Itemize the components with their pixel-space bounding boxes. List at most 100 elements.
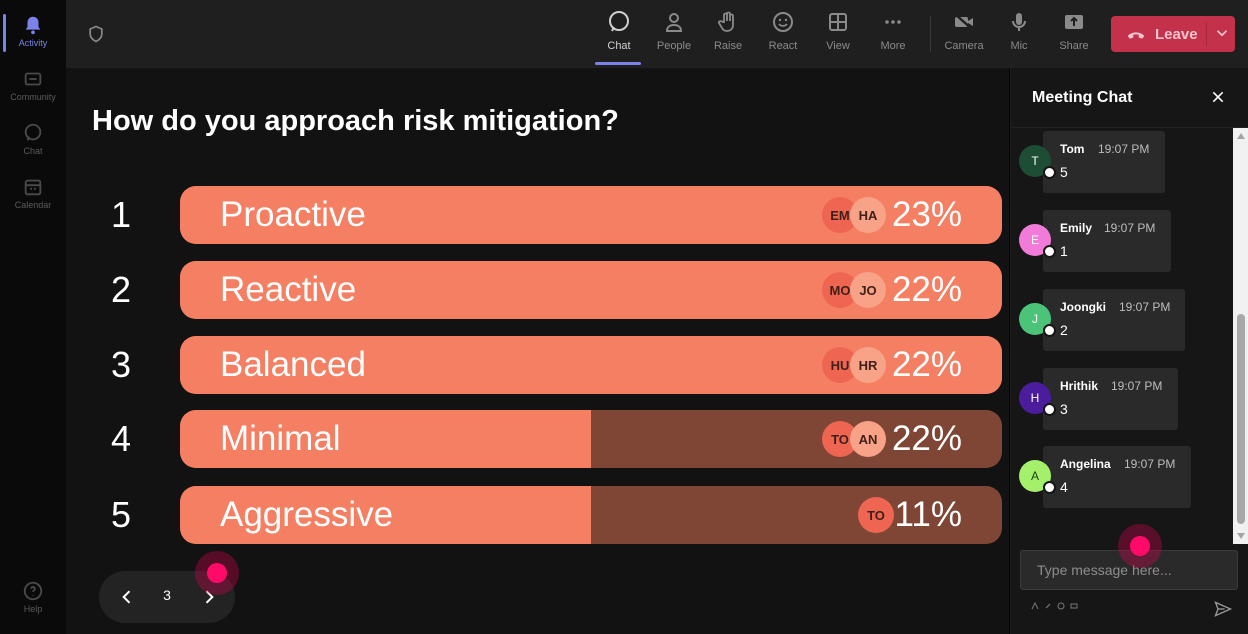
- poll-option-row: 4 Minimal TO AN 22%: [66, 410, 1009, 468]
- toolbar-label: Share: [1059, 40, 1089, 52]
- rail-item-label: Help: [23, 604, 43, 614]
- poll-option-bar: Balanced HU HR 22%: [180, 336, 1002, 394]
- scroll-thumb[interactable]: [1237, 314, 1245, 524]
- rail-item-label: Calendar: [14, 200, 52, 210]
- emoji-icon[interactable]: [1057, 602, 1065, 610]
- poll-option-percent: 22%: [891, 345, 962, 384]
- toolbar-label: Chat: [607, 40, 631, 52]
- poll-option-row: 3 Balanced HU HR 22%: [66, 336, 1009, 394]
- poll-results-panel: How do you approach risk mitigation? 1 Pr…: [66, 69, 1009, 634]
- voter-avatar[interactable]: HA: [850, 197, 886, 233]
- leave-button[interactable]: Leave: [1111, 16, 1235, 52]
- toolbar-react-button[interactable]: React: [757, 10, 809, 60]
- message-bubble: Joongki 19:07 PM 2: [1043, 289, 1185, 351]
- mic-icon: [1012, 13, 1026, 31]
- chat-title: Meeting Chat: [1032, 89, 1133, 106]
- toolbar-people-button[interactable]: People: [648, 10, 700, 60]
- chat-header-divider: [1011, 127, 1248, 128]
- message-time: 19:07 PM: [1124, 457, 1176, 471]
- message-text: 5: [1060, 164, 1068, 180]
- chat-message-input[interactable]: Type message here...: [1020, 550, 1238, 590]
- voter-avatar[interactable]: AN: [850, 421, 886, 457]
- attach-icon[interactable]: [1044, 602, 1052, 610]
- poll-option-bar: Proactive EM HA 23%: [180, 186, 1002, 244]
- toolbar-camera-button[interactable]: Camera: [938, 10, 990, 60]
- message-text: 1: [1060, 243, 1068, 259]
- message-bubble: Emily 19:07 PM 1: [1043, 210, 1171, 272]
- format-icon[interactable]: [1031, 602, 1039, 610]
- scroll-down-arrow[interactable]: [1237, 533, 1245, 539]
- shield-icon[interactable]: [86, 24, 106, 44]
- poll-option-label: Aggressive: [220, 495, 394, 534]
- presence-status-icon: [1043, 166, 1056, 179]
- rail-item-help[interactable]: Help: [0, 574, 66, 622]
- poll-option-row: 5 Aggressive TO 11%: [66, 486, 1009, 544]
- leave-separator: [1206, 22, 1207, 46]
- chat-icon: [24, 123, 42, 141]
- share-icon: [1065, 15, 1083, 29]
- toolbar-share-button[interactable]: Share: [1048, 10, 1100, 60]
- poll-option-percent: 11%: [894, 495, 962, 534]
- voter-avatar[interactable]: TO: [822, 421, 858, 457]
- poll-option-rank: 1: [110, 194, 132, 235]
- meeting-chat-panel: Meeting Chat Tom 19:07 PM 5 T Emily 19:07 PM 1…: [1010, 69, 1248, 634]
- poll-option-percent: 22%: [891, 270, 962, 309]
- voter-avatar[interactable]: JO: [850, 272, 886, 308]
- rail-item-activity[interactable]: Activity: [0, 8, 66, 56]
- toolbar-more-button[interactable]: More: [867, 10, 919, 60]
- previous-slide-button[interactable]: [115, 585, 139, 609]
- chat-scrollbar[interactable]: [1233, 128, 1248, 544]
- voter-avatar[interactable]: HR: [850, 347, 886, 383]
- message-sender: Joongki: [1060, 300, 1107, 314]
- message-text: 3: [1060, 401, 1068, 417]
- poll-option-bar: Minimal TO AN 22%: [180, 410, 1002, 468]
- rail-item-community[interactable]: Community: [0, 62, 66, 110]
- poll-option-percent: 22%: [891, 419, 962, 458]
- message-time: 19:07 PM: [1119, 300, 1171, 314]
- voter-avatar[interactable]: HU: [822, 347, 858, 383]
- toolbar-label: People: [656, 40, 692, 52]
- poll-option-row: 2 Reactive MO JO 22%: [66, 261, 1009, 319]
- toolbar-raise-button[interactable]: Raise: [702, 10, 754, 60]
- chevron-down-icon[interactable]: [1213, 24, 1231, 42]
- chevron-right-icon: [205, 590, 214, 604]
- message-text: 4: [1060, 479, 1068, 495]
- poll-option-rank: 2: [110, 269, 132, 310]
- poll-option-row: 1 Proactive EM HA 23%: [66, 186, 1009, 244]
- voter-avatar[interactable]: TO: [858, 497, 894, 533]
- slide-number: 3: [163, 587, 171, 603]
- presence-status-icon: [1043, 324, 1056, 337]
- toolbar-label: More: [880, 40, 906, 52]
- toolbar-chat-button[interactable]: Chat: [593, 10, 645, 65]
- hang-up-icon: [1127, 32, 1145, 39]
- scroll-up-arrow[interactable]: [1237, 133, 1245, 139]
- gif-icon[interactable]: [1070, 602, 1078, 610]
- toolbar-label: Mic: [1010, 40, 1028, 52]
- message-text: 2: [1060, 322, 1068, 338]
- message-sender: Hrithik: [1060, 379, 1099, 393]
- pointer-indicator: [1118, 524, 1162, 568]
- poll-option-label: Reactive: [220, 270, 357, 309]
- bell-icon: [25, 16, 41, 35]
- send-icon[interactable]: [1213, 599, 1233, 619]
- close-icon[interactable]: [1210, 89, 1226, 105]
- rail-item-label: Chat: [23, 146, 43, 156]
- chevron-left-icon: [122, 590, 131, 604]
- toolbar-label: React: [768, 40, 798, 52]
- message-time: 19:07 PM: [1111, 379, 1163, 393]
- message-time: 19:07 PM: [1098, 142, 1150, 156]
- poll-option-bar: Aggressive TO 11%: [180, 486, 1002, 544]
- calendar-icon: [24, 179, 42, 196]
- message-sender: Angelina: [1060, 457, 1111, 471]
- next-slide-button[interactable]: [197, 585, 221, 609]
- pointer-indicator: [195, 551, 239, 595]
- toolbar-view-button[interactable]: View: [812, 10, 864, 60]
- camera-off-icon: [954, 13, 974, 31]
- rail-item-chat[interactable]: Chat: [0, 116, 66, 164]
- people-icon: [665, 13, 683, 32]
- toolbar-divider: [930, 16, 931, 52]
- toolbar-mic-button[interactable]: Mic: [993, 10, 1045, 60]
- poll-option-label: Balanced: [220, 345, 366, 384]
- rail-item-calendar[interactable]: Calendar: [0, 170, 66, 218]
